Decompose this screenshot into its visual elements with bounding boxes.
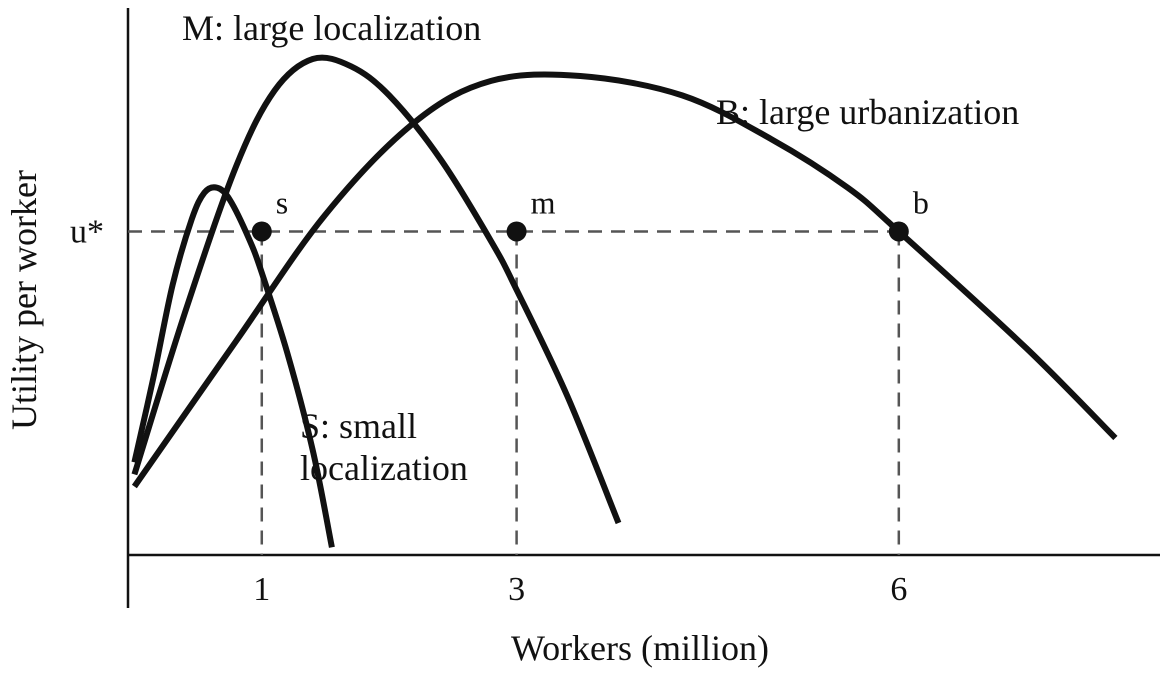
point-b (888, 221, 909, 242)
curve-b-large-urbanization (131, 71, 1118, 489)
point-label-s: s (276, 184, 288, 220)
y-tick-label-u-star: u* (70, 213, 104, 250)
x-axis-label: Workers (million) (511, 628, 769, 668)
curve-m-large-localization (131, 54, 622, 525)
point-label-b: b (913, 184, 929, 220)
series-label-m: M: large localization (182, 8, 481, 48)
series-label-b: B: large urbanization (716, 92, 1019, 132)
point-label-m: m (531, 184, 556, 220)
curves (131, 54, 1118, 548)
point-m (506, 221, 527, 242)
labels: Workers (million) Utility per worker 1 3 6 u*… (4, 8, 1019, 668)
x-tick-label: 6 (890, 571, 907, 608)
y-axis-label: Utility per worker (4, 170, 44, 430)
series-label-s: S: small (300, 406, 417, 446)
point-s (251, 221, 272, 242)
equilibrium-points (251, 221, 909, 242)
series-label-s: localization (300, 448, 468, 488)
x-tick-label: 3 (508, 571, 525, 608)
x-tick-label: 1 (253, 571, 270, 608)
axes (126, 8, 1160, 608)
